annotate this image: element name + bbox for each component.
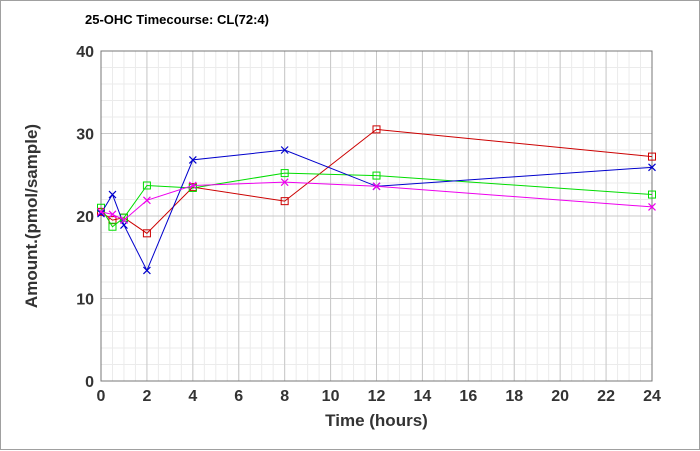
series-line [100, 149, 653, 272]
chart-title: 25-OHC Timecourse: CL(72:4) [85, 12, 269, 27]
x-tick-label: 20 [551, 388, 569, 405]
x-tick-label: 2 [142, 388, 151, 405]
plot-area [100, 50, 653, 382]
series-line [100, 128, 653, 234]
data-point [120, 216, 128, 225]
data-point [648, 163, 656, 172]
x-axis-ticks: 0 2 4 6 8 10 12 14 16 18 20 22 24 [97, 388, 661, 405]
data-point [372, 125, 381, 134]
y-axis-ticks: 0 10 20 30 40 [76, 44, 94, 391]
data-point [97, 209, 105, 218]
x-tick-label: 14 [414, 388, 432, 405]
data-point [108, 190, 117, 199]
x-tick-label: 0 [97, 388, 106, 405]
series-group [97, 125, 656, 275]
y-tick-label: 0 [85, 374, 94, 391]
data-point [280, 146, 289, 154]
y-tick-label: 40 [76, 44, 94, 61]
data-point [188, 181, 197, 190]
data-point [188, 183, 197, 192]
grid [100, 50, 653, 382]
data-point [372, 182, 381, 191]
y-tick-label: 20 [76, 209, 94, 226]
data-point [142, 229, 151, 238]
y-axis-label: Amount.(pmol/sample) [22, 124, 41, 308]
series-line [100, 181, 653, 221]
series-4 [97, 178, 656, 225]
x-tick-label: 18 [505, 388, 523, 405]
y-tick-label: 10 [76, 292, 94, 309]
data-point [280, 178, 289, 187]
data-point [648, 152, 656, 161]
x-tick-label: 6 [234, 388, 243, 405]
data-point [142, 181, 151, 190]
data-point [648, 190, 656, 199]
data-point [648, 203, 656, 211]
data-point [142, 196, 151, 205]
data-point [280, 197, 289, 206]
data-point [188, 155, 197, 164]
data-point [280, 169, 289, 178]
series-line [100, 172, 653, 228]
data-point [97, 207, 105, 216]
data-point [142, 266, 151, 275]
x-tick-label: 12 [368, 388, 386, 405]
x-tick-label: 8 [280, 388, 289, 405]
x-tick-label: 10 [322, 388, 340, 405]
x-tick-label: 16 [459, 388, 477, 405]
x-tick-label: 24 [643, 388, 661, 405]
x-axis-label: Time (hours) [325, 411, 428, 430]
y-tick-label: 30 [76, 127, 94, 144]
x-tick-label: 4 [188, 388, 197, 405]
series-3 [97, 146, 656, 275]
data-point [372, 171, 381, 180]
data-point [108, 222, 117, 231]
x-tick-label: 22 [597, 388, 615, 405]
data-point [108, 210, 117, 219]
